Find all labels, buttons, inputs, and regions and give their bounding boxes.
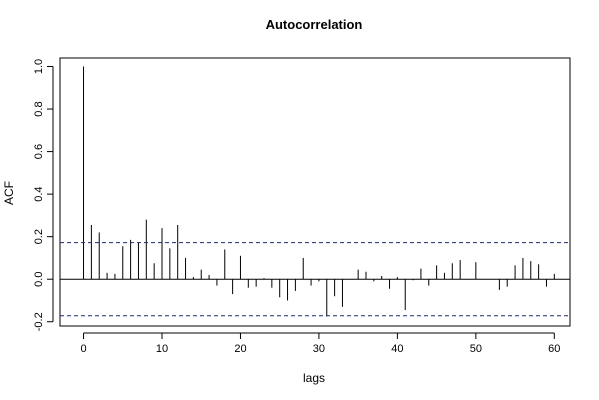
x-tick-label: 10 <box>156 343 168 355</box>
x-tick-label: 30 <box>313 343 325 355</box>
y-tick-label: 0.0 <box>33 272 45 287</box>
x-tick-label: 0 <box>80 343 86 355</box>
x-tick-label: 60 <box>548 343 560 355</box>
y-tick-label: 0.2 <box>33 229 45 244</box>
x-tick-label: 50 <box>470 343 482 355</box>
x-tick-label: 20 <box>234 343 246 355</box>
y-tick-label: 0.8 <box>33 101 45 116</box>
y-axis: -0.2 0.0 0.2 0.4 0.6 0.8 1.0 <box>33 59 54 331</box>
y-tick-label: 0.6 <box>33 144 45 159</box>
plot-frame <box>59 57 571 327</box>
x-tick-label: 40 <box>391 343 403 355</box>
x-axis-label: lags <box>303 371 325 385</box>
y-tick-label: 1.0 <box>33 59 45 74</box>
acf-bars <box>60 66 570 317</box>
confidence-bounds <box>60 242 570 317</box>
y-tick-label: 0.4 <box>33 186 45 201</box>
x-axis: 0 10 20 30 40 50 60 <box>80 332 560 355</box>
y-axis-label: ACF <box>2 181 16 205</box>
y-tick-label: -0.2 <box>33 312 45 331</box>
chart-title: Autocorrelation <box>266 17 363 32</box>
